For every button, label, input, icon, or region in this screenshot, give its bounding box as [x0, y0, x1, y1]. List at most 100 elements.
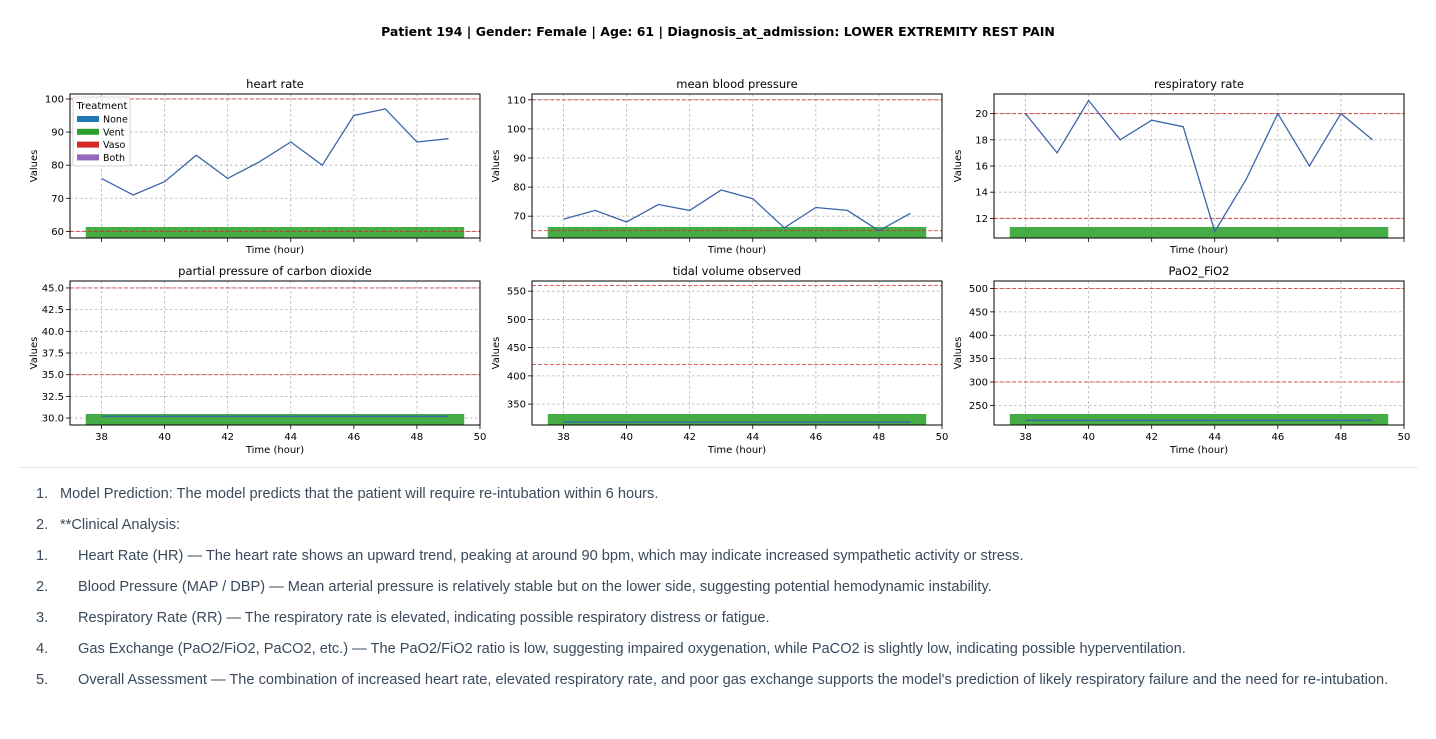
note-text: Overall Assessment — The combination of … — [78, 672, 1389, 688]
note-text: Heart Rate (HR) — The heart rate shows a… — [78, 548, 1024, 564]
legend-swatch-vaso — [77, 141, 99, 148]
x-tick-label: 42 — [683, 432, 696, 443]
note-number: 1. — [36, 548, 49, 564]
y-tick-label: 300 — [969, 377, 988, 388]
chart-panel-6: 250 300 350 400 450 500 38 40 42 44 46 48 50 PaO2_FiO… — [953, 264, 1410, 456]
y-tick-label: 14 — [975, 188, 988, 199]
x-tick-label: 42 — [221, 432, 234, 443]
series-line — [1024, 99, 1373, 234]
treatment-band-vent — [85, 227, 465, 238]
y-tick-label: 350 — [507, 400, 526, 411]
x-axis-label: Time (hour) — [245, 245, 304, 256]
y-axis-label: Values — [29, 337, 40, 370]
treatment-band-vent — [547, 227, 927, 238]
y-tick-label: 550 — [507, 287, 526, 298]
treatment-band-vent — [85, 414, 465, 425]
series-line — [101, 108, 449, 196]
y-axis-label: Values — [953, 150, 964, 183]
chart-title: mean blood pressure — [676, 77, 797, 91]
legend-label-none: None — [103, 115, 128, 126]
plot-frame — [993, 280, 1405, 426]
note-number: 5. — [36, 672, 49, 688]
y-axis-label: Values — [953, 337, 964, 370]
chart-title: respiratory rate — [1154, 77, 1244, 91]
y-tick-label: 350 — [969, 354, 988, 365]
note-text: Model Prediction: The model predicts tha… — [60, 486, 659, 502]
note-text: Respiratory Rate (RR) — The respiratory … — [78, 610, 770, 626]
x-tick-label: 46 — [1271, 432, 1284, 443]
x-tick-label: 44 — [746, 432, 759, 443]
note-number: 1. — [36, 486, 49, 502]
note-number: 4. — [36, 641, 49, 657]
y-axis-label: Values — [29, 150, 40, 183]
x-axis-label: Time (hour) — [1169, 445, 1228, 456]
chart-panel-4: 30.0 32.5 35.0 37.5 40.0 42.5 45.0 38 40 42 44 46 48… — [29, 264, 486, 456]
legend-label-vaso: Vaso — [103, 140, 126, 151]
y-tick-label: 32.5 — [42, 392, 64, 403]
treatment-band-vent — [1009, 227, 1389, 238]
note-number: 3. — [36, 610, 49, 626]
x-tick-label: 38 — [557, 432, 570, 443]
chart-title: tidal volume observed — [673, 264, 801, 278]
y-tick-label: 500 — [969, 284, 988, 295]
x-axis-label: Time (hour) — [245, 445, 304, 456]
x-tick-label: 38 — [95, 432, 108, 443]
legend-title: Treatment — [76, 101, 128, 112]
y-tick-label: 100 — [507, 124, 526, 135]
x-tick-label: 40 — [158, 432, 171, 443]
plot-frame — [531, 280, 943, 426]
note-number: 2. — [36, 579, 49, 595]
x-tick-label: 48 — [1335, 432, 1348, 443]
y-tick-label: 100 — [45, 94, 64, 105]
y-tick-label: 20 — [975, 109, 988, 120]
plot-frame — [69, 93, 481, 239]
treatment-band-vent — [1009, 414, 1389, 425]
legend-label-vent: Vent — [103, 127, 125, 138]
legend-swatch-none — [77, 116, 99, 122]
y-tick-label: 30.0 — [42, 414, 64, 425]
y-tick-label: 37.5 — [42, 349, 64, 360]
chart-title: heart rate — [246, 77, 304, 91]
y-tick-label: 42.5 — [42, 305, 64, 316]
x-tick-label: 50 — [936, 432, 949, 443]
legend-swatch-both — [77, 154, 99, 161]
series-line — [563, 189, 911, 232]
y-tick-label: 80 — [51, 161, 64, 172]
y-tick-label: 90 — [51, 128, 64, 139]
y-tick-label: 70 — [51, 194, 64, 205]
legend-swatch-vent — [77, 128, 99, 135]
y-tick-label: 450 — [969, 307, 988, 318]
x-axis-label: Time (hour) — [707, 445, 766, 456]
y-tick-label: 80 — [513, 183, 526, 194]
treatment-band-vent — [547, 414, 927, 425]
legend-label-both: Both — [103, 153, 125, 164]
chart-title: PaO2_FiO2 — [1169, 264, 1230, 278]
y-tick-label: 400 — [507, 371, 526, 382]
plot-frame — [531, 93, 943, 239]
legend-box — [72, 96, 131, 167]
x-axis-label: Time (hour) — [707, 245, 766, 256]
y-tick-label: 40.0 — [42, 327, 64, 338]
x-tick-label: 40 — [1082, 432, 1095, 443]
chart-panel-5: 350 400 450 500 550 38 40 42 44 46 48 50 tidal volum… — [491, 264, 948, 456]
y-tick-label: 35.0 — [42, 370, 64, 381]
x-axis-label: Time (hour) — [1169, 245, 1228, 256]
patient-vitals-figure: Patient 194 | Gender: Female | Age: 61 |… — [29, 24, 1410, 456]
x-tick-label: 50 — [474, 432, 487, 443]
y-tick-label: 450 — [507, 343, 526, 354]
y-tick-label: 18 — [975, 135, 988, 146]
x-tick-label: 40 — [620, 432, 633, 443]
note-text: Gas Exchange (PaO2/FiO2, PaCO2, etc.) — … — [78, 641, 1186, 657]
note-text: **Clinical Analysis: — [60, 517, 181, 533]
note-number: 2. — [36, 517, 49, 533]
x-tick-label: 46 — [347, 432, 360, 443]
chart-panel-2: 70 80 90 100 110 mean blood pressure Time (hou… — [491, 77, 943, 256]
y-tick-label: 16 — [975, 162, 988, 173]
y-tick-label: 60 — [51, 227, 64, 238]
x-tick-label: 44 — [284, 432, 297, 443]
y-tick-label: 250 — [969, 401, 988, 412]
x-tick-label: 42 — [1145, 432, 1158, 443]
y-tick-label: 70 — [513, 212, 526, 223]
y-tick-label: 400 — [969, 331, 988, 342]
